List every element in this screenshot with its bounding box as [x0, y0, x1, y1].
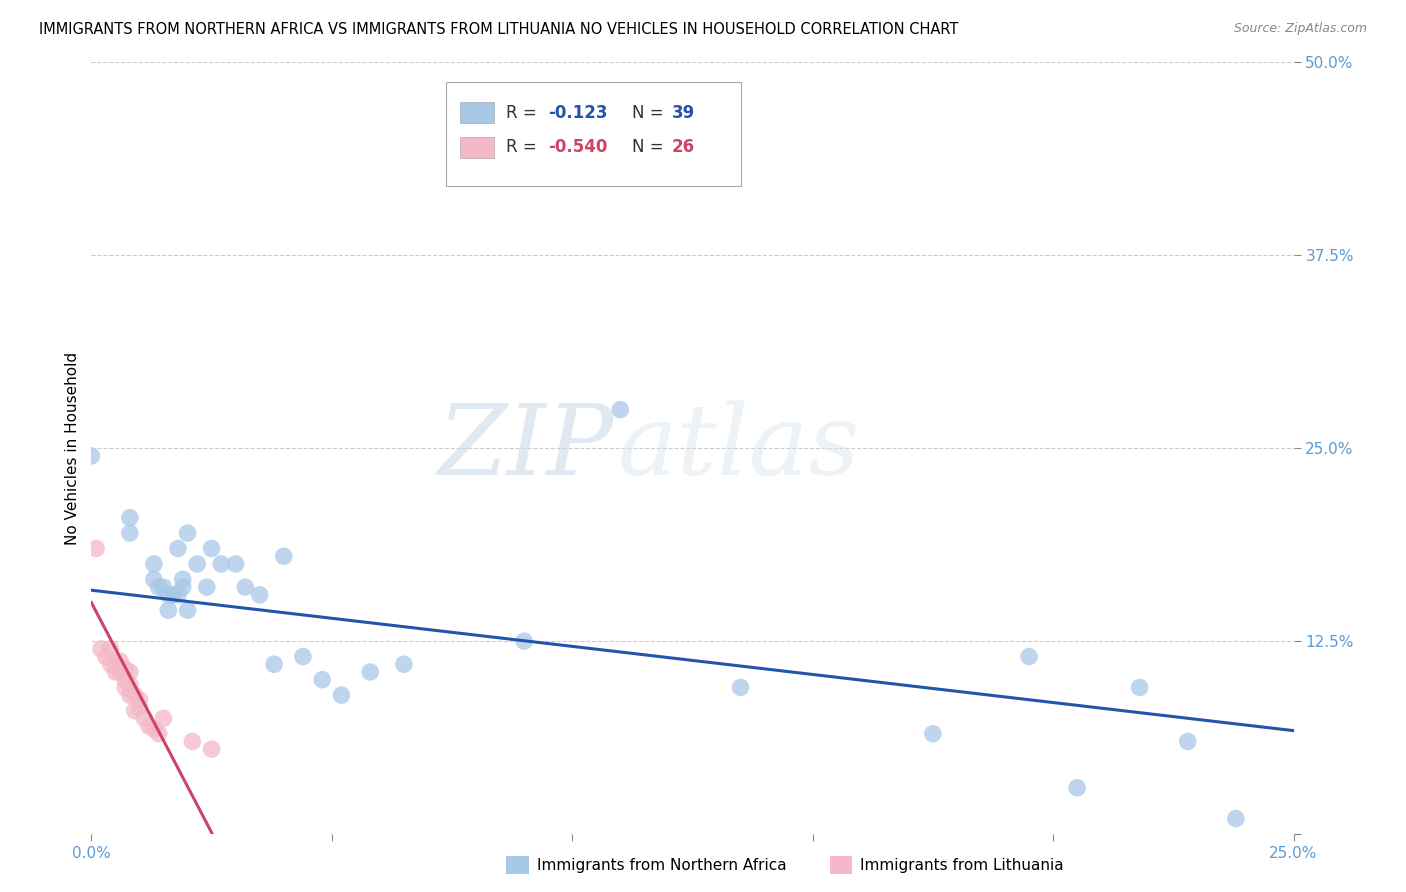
Text: -0.123: -0.123 [548, 103, 607, 121]
Point [176, 526, 198, 541]
Point [176, 603, 198, 617]
Point [513, 634, 536, 648]
Point [233, 580, 256, 594]
Text: R =: R = [506, 103, 543, 121]
Text: N =: N = [633, 103, 669, 121]
Point [1129, 681, 1152, 695]
Point [167, 588, 190, 602]
Point [142, 573, 165, 587]
Point [201, 742, 224, 756]
Point [118, 688, 141, 702]
Point [311, 673, 333, 687]
Text: Immigrants from Northern Africa: Immigrants from Northern Africa [537, 858, 787, 872]
Point [330, 688, 353, 702]
Point [186, 557, 208, 571]
Point [162, 588, 184, 602]
Text: 39: 39 [672, 103, 696, 121]
Point [114, 662, 136, 676]
Text: N =: N = [633, 138, 669, 156]
Point [134, 711, 156, 725]
Point [172, 580, 194, 594]
Point [138, 719, 160, 733]
Text: R =: R = [506, 138, 543, 156]
Text: ZIP: ZIP [439, 401, 614, 496]
Point [1225, 812, 1247, 826]
Point [118, 526, 141, 541]
Point [118, 665, 141, 679]
Point [359, 665, 381, 679]
Point [291, 649, 314, 664]
Point [148, 727, 170, 741]
Text: -0.540: -0.540 [548, 138, 607, 156]
Point [152, 711, 174, 725]
Point [922, 727, 945, 741]
Point [124, 688, 146, 702]
Text: 26: 26 [672, 138, 695, 156]
Point [110, 665, 132, 679]
Point [110, 654, 132, 668]
Point [157, 603, 180, 617]
Point [148, 580, 170, 594]
Point [201, 541, 224, 556]
Point [84, 541, 107, 556]
Point [273, 549, 295, 564]
Point [209, 557, 232, 571]
Point [1018, 649, 1040, 664]
Point [1177, 734, 1199, 748]
Point [104, 657, 127, 672]
Point [124, 704, 146, 718]
Point [80, 449, 103, 463]
Point [152, 580, 174, 594]
FancyBboxPatch shape [460, 102, 494, 123]
Point [263, 657, 285, 672]
Point [100, 641, 122, 656]
Point [128, 700, 150, 714]
Point [392, 657, 415, 672]
Point [118, 677, 141, 691]
Point [609, 402, 631, 417]
FancyBboxPatch shape [460, 136, 494, 158]
Text: IMMIGRANTS FROM NORTHERN AFRICA VS IMMIGRANTS FROM LITHUANIA NO VEHICLES IN HOUS: IMMIGRANTS FROM NORTHERN AFRICA VS IMMIG… [39, 22, 959, 37]
Point [128, 692, 150, 706]
Point [118, 510, 141, 524]
Point [142, 557, 165, 571]
Point [114, 673, 136, 687]
Point [181, 734, 204, 748]
Text: atlas: atlas [617, 401, 860, 496]
Point [100, 657, 122, 672]
Point [195, 580, 218, 594]
Point [90, 641, 112, 656]
Point [94, 649, 117, 664]
Point [249, 588, 271, 602]
Y-axis label: No Vehicles in Household: No Vehicles in Household [65, 351, 80, 545]
Point [157, 588, 180, 602]
Point [114, 681, 136, 695]
Text: Source: ZipAtlas.com: Source: ZipAtlas.com [1233, 22, 1367, 36]
FancyBboxPatch shape [446, 82, 741, 186]
Point [104, 665, 127, 679]
Point [1066, 780, 1088, 795]
Point [142, 722, 165, 736]
Text: Immigrants from Lithuania: Immigrants from Lithuania [860, 858, 1064, 872]
Point [172, 573, 194, 587]
Point [730, 681, 752, 695]
Point [225, 557, 247, 571]
Point [167, 541, 190, 556]
